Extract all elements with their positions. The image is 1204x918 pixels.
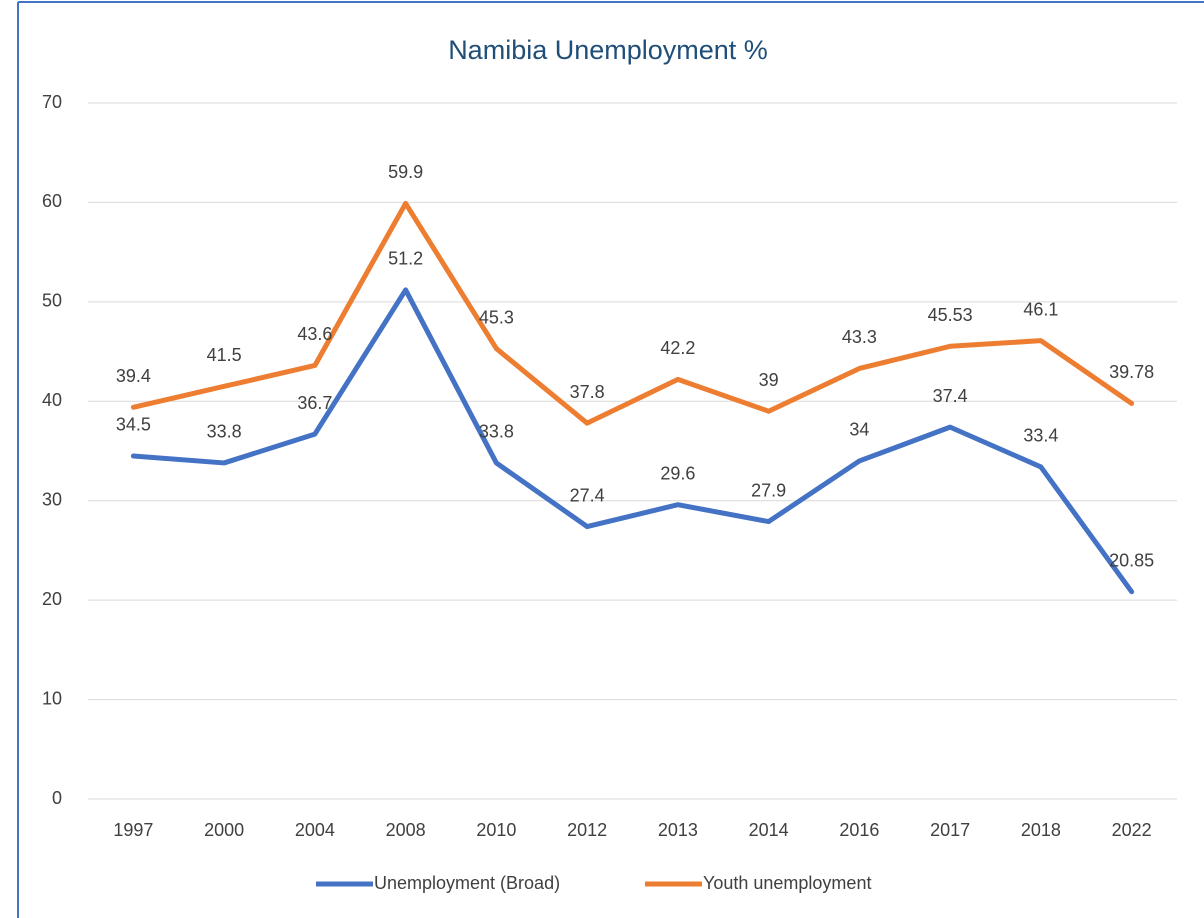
x-tick-label: 2018: [1021, 820, 1061, 840]
data-label: 20.85: [1109, 550, 1154, 570]
data-label: 45.3: [479, 307, 514, 327]
data-label: 27.9: [751, 480, 786, 500]
y-tick-label: 70: [42, 92, 62, 112]
x-tick-label: 2014: [749, 820, 789, 840]
data-label: 34.5: [116, 415, 151, 435]
data-label: 45.53: [928, 305, 973, 325]
data-label: 46.1: [1023, 299, 1058, 319]
x-tick-label: 1997: [113, 820, 153, 840]
legend-label: Youth unemployment: [703, 873, 871, 893]
data-label: 59.9: [388, 162, 423, 182]
data-label: 27.4: [570, 485, 605, 505]
x-tick-label: 2012: [567, 820, 607, 840]
y-tick-label: 10: [42, 688, 62, 708]
x-tick-label: 2008: [386, 820, 426, 840]
data-label: 33.8: [479, 422, 514, 442]
y-tick-label: 30: [42, 489, 62, 509]
data-label: 39.78: [1109, 362, 1154, 382]
y-tick-label: 50: [42, 291, 62, 311]
data-label: 33.4: [1023, 426, 1058, 446]
data-label: 39: [759, 370, 779, 390]
y-tick-label: 20: [42, 589, 62, 609]
line-series: [130, 200, 1135, 426]
data-label: 37.4: [933, 386, 968, 406]
y-tick-label: 60: [42, 191, 62, 211]
data-label: 34: [849, 420, 869, 440]
data-label: 29.6: [660, 463, 695, 483]
line-series: [130, 287, 1135, 595]
data-label: 43.3: [842, 327, 877, 347]
x-tick-label: 2016: [839, 820, 879, 840]
x-tick-label: 2022: [1112, 820, 1152, 840]
x-tick-label: 2000: [204, 820, 244, 840]
y-tick-label: 0: [52, 788, 62, 808]
x-tick-label: 2004: [295, 820, 335, 840]
x-tick-label: 2010: [476, 820, 516, 840]
data-label: 33.8: [207, 422, 242, 442]
data-label: 36.7: [297, 393, 332, 413]
chart-title: Namibia Unemployment %: [448, 35, 768, 65]
x-tick-label: 2013: [658, 820, 698, 840]
data-label: 39.4: [116, 366, 151, 386]
data-label: 51.2: [388, 249, 423, 269]
data-label: 37.8: [570, 382, 605, 402]
y-tick-label: 40: [42, 390, 62, 410]
data-label: 41.5: [207, 345, 242, 365]
legend-label: Unemployment (Broad): [374, 873, 560, 893]
data-label: 43.6: [297, 324, 332, 344]
data-label: 42.2: [660, 338, 695, 358]
x-tick-label: 2017: [930, 820, 970, 840]
